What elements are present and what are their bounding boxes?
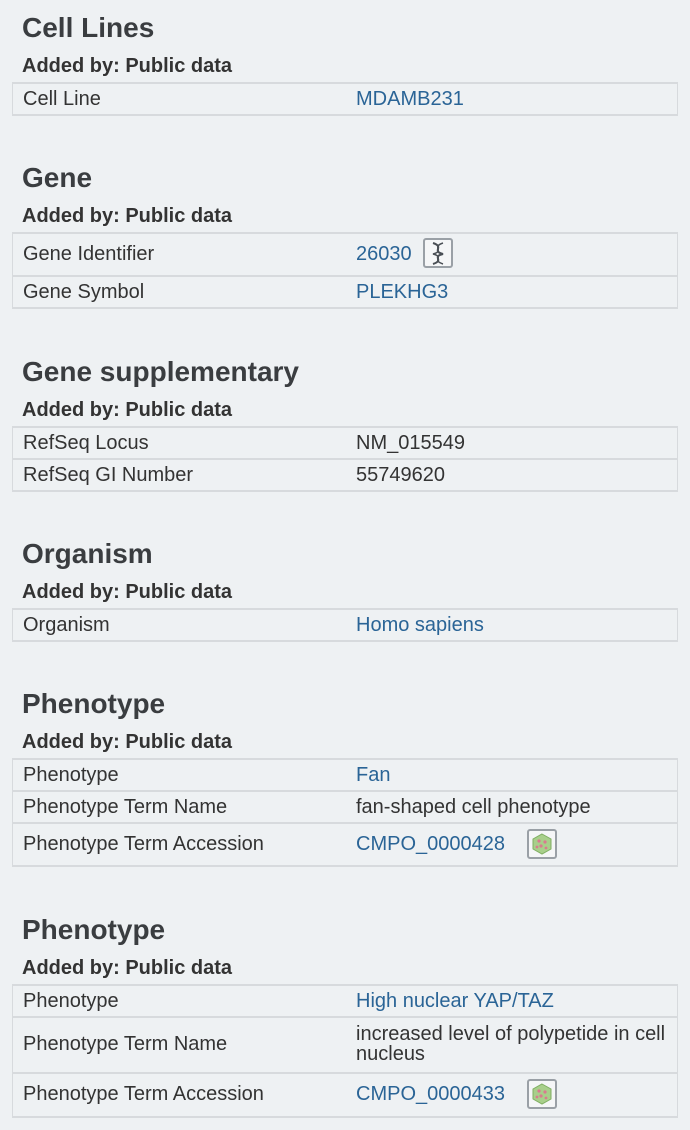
table-row: Phenotype Term Accession CMPO_0000433 [12,1074,678,1118]
table-row: Gene Identifier 26030 [12,234,678,277]
added-by-label: Added by: Public data [22,731,233,753]
cell-line-link[interactable]: MDAMB231 [356,88,464,110]
table-row: Gene Symbol PLEKHG3 [12,277,678,309]
organism-link[interactable]: Homo sapiens [356,614,484,636]
gene-symbol-link[interactable]: PLEKHG3 [356,281,449,303]
phenotype-term-name-value: increased level of polypetide in cell nu… [356,1023,666,1065]
phenotype-link[interactable]: High nuclear YAP/TAZ [356,990,554,1012]
table-row: Organism Homo sapiens [12,610,678,642]
refseq-gi-number-value: 55749620 [356,464,445,486]
cmpo-ontology-icon[interactable] [527,1079,557,1109]
key-value-table: Cell Line MDAMB231 [12,82,678,116]
section-title: Phenotype [22,914,166,945]
cmpo-ontology-icon[interactable] [527,829,557,859]
table-row: Phenotype Fan [12,760,678,792]
added-by-label: Added by: Public data [22,205,233,227]
row-key: RefSeq GI Number [23,464,194,486]
row-key: RefSeq Locus [23,432,149,454]
phenotype-accession-link[interactable]: CMPO_0000433 [356,1083,505,1105]
table-row: Cell Line MDAMB231 [12,84,678,116]
dna-helix-icon[interactable] [423,238,453,268]
added-by-label: Added by: Public data [22,55,233,77]
table-row: Phenotype Term Name increased level of p… [12,1018,678,1074]
refseq-locus-value: NM_015549 [356,432,465,454]
phenotype-term-name-value: fan-shaped cell phenotype [356,796,591,818]
row-key: Gene Identifier [23,243,155,265]
row-key: Phenotype Term Name [23,1033,228,1055]
row-key: Phenotype [23,990,119,1012]
row-key: Phenotype Term Name [23,796,228,818]
key-value-table: Gene Identifier 26030 Gene Symbol PLEKHG… [12,232,678,309]
added-by-label: Added by: Public data [22,399,233,421]
key-value-table: Phenotype Fan Phenotype Term Name fan-sh… [12,758,678,867]
table-row: RefSeq Locus NM_015549 [12,428,678,460]
row-key: Phenotype Term Accession [23,833,264,855]
key-value-table: Phenotype High nuclear YAP/TAZ Phenotype… [12,984,678,1118]
gene-identifier-link[interactable]: 26030 [356,243,412,265]
table-row: Phenotype Term Accession CMPO_0000428 [12,824,678,867]
section-title: Phenotype [22,688,166,719]
added-by-label: Added by: Public data [22,957,233,979]
section-title: Organism [22,538,153,569]
table-row: Phenotype High nuclear YAP/TAZ [12,986,678,1018]
row-key: Gene Symbol [23,281,145,303]
section-title: Gene [22,162,93,193]
section-title: Cell Lines [22,12,155,43]
table-row: Phenotype Term Name fan-shaped cell phen… [12,792,678,824]
added-by-label: Added by: Public data [22,581,233,603]
row-key: Phenotype [23,764,119,786]
key-value-table: RefSeq Locus NM_015549 RefSeq GI Number … [12,426,678,492]
phenotype-accession-link[interactable]: CMPO_0000428 [356,833,505,855]
row-key: Organism [23,614,110,636]
key-value-table: Organism Homo sapiens [12,608,678,642]
table-row: RefSeq GI Number 55749620 [12,460,678,492]
row-key: Cell Line [23,88,101,110]
phenotype-link[interactable]: Fan [356,764,391,786]
section-title: Gene supplementary [22,356,299,387]
row-key: Phenotype Term Accession [23,1083,264,1105]
